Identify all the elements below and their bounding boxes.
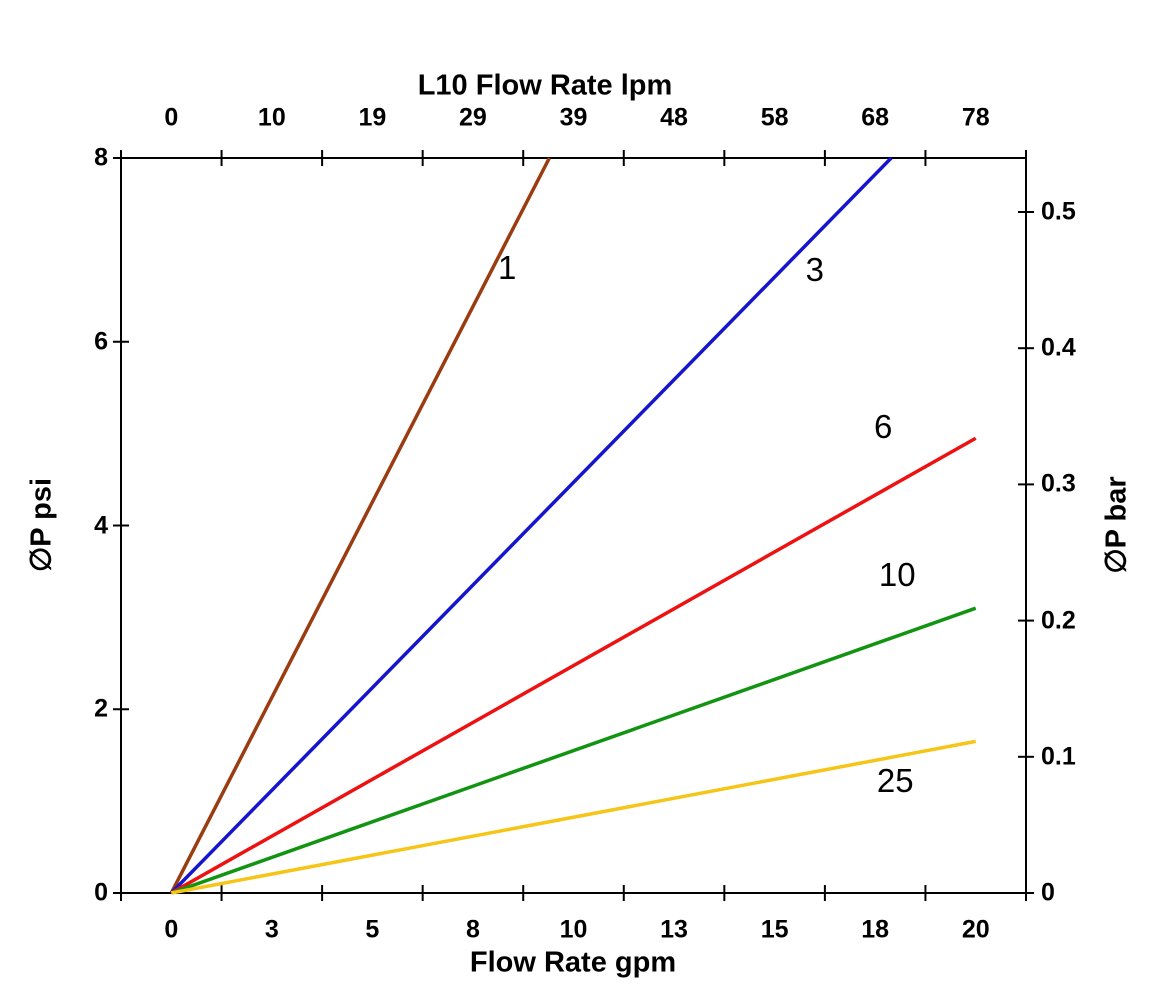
series-line-10-micron [170,606,977,895]
series-label-1-micron: 1 [497,249,517,287]
top-axis-tick-label: 78 [961,103,990,132]
series-label-3-micron: 3 [805,251,825,289]
right-axis-tick-label: 0.3 [1041,469,1076,498]
top-axis-tick-label: 29 [459,103,487,132]
series-label-6-micron: 6 [874,408,893,446]
bottom-axis-tick-label: 0 [164,915,179,944]
left-axis-tick-label: 8 [94,143,108,172]
bottom-axis-tick-label: 18 [861,915,890,944]
top-axis-tick-label: 48 [660,103,688,132]
series-line-1-micron [169,157,551,894]
bottom-axis-title: Flow Rate gpm [469,946,677,979]
bottom-axis-tick-label: 13 [660,915,688,944]
right-axis-title: ∅P bar [1100,476,1133,574]
left-axis-tick-label: 0 [94,878,108,907]
left-axis-tick-label: 2 [94,694,108,723]
right-axis-tick-label: 0 [1041,878,1055,907]
right-axis-tick-label: 0.4 [1041,333,1076,362]
left-axis-tick-label: 6 [94,327,108,356]
top-axis-title: L10 Flow Rate lpm [417,69,673,102]
left-axis-title: ∅P psi [25,477,58,573]
series-label-25-micron: 25 [876,761,914,799]
left-axis-tick-label: 4 [94,511,108,539]
top-axis-tick-label: 0 [164,103,179,132]
bottom-axis-tick-label: 20 [961,915,990,944]
top-axis-tick-label: 58 [760,103,789,132]
series-line-25-micron [170,739,977,895]
right-axis-tick-label: 0.2 [1041,606,1076,635]
bottom-axis-tick-label: 10 [559,915,588,944]
series-label-10-micron: 10 [878,556,916,594]
bottom-axis-tick-label: 8 [465,915,480,944]
top-axis-tick-label: 39 [559,103,588,132]
top-axis-tick-label: 19 [358,103,387,132]
right-axis-tick-label: 0.1 [1041,742,1076,771]
top-axis-tick-label: 10 [257,103,286,132]
series-line-3-micron [170,156,893,895]
series-line-6-micron [170,436,977,895]
top-axis-tick-label: 68 [861,103,890,132]
right-axis-tick-label: 0.5 [1041,197,1076,226]
bottom-axis-tick-label: 3 [264,915,279,944]
bottom-axis-tick-label: 5 [365,915,380,944]
bottom-axis-tick-label: 15 [760,915,789,944]
